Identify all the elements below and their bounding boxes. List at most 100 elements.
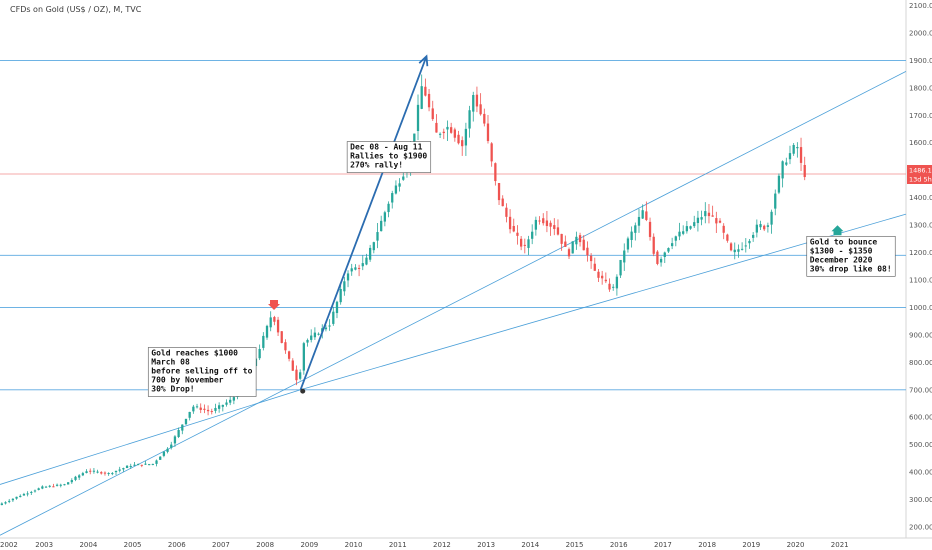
candle-body [11, 498, 15, 501]
candle-body [273, 317, 276, 322]
price-tag-value: 1486.13 [909, 167, 932, 175]
candle-body [763, 225, 766, 230]
candle-body [626, 238, 630, 250]
candle-body [313, 332, 317, 338]
candle-body [501, 198, 504, 207]
candle-body [796, 147, 799, 149]
candle-body [461, 140, 464, 147]
candle-body [534, 219, 538, 230]
candle-body [129, 465, 132, 467]
annotation-text: 700 by November [151, 375, 223, 384]
rally-arrow-shaft[interactable] [299, 55, 428, 391]
pivot-dot-icon [300, 388, 306, 394]
candle-body [601, 275, 604, 279]
candle-body [387, 203, 390, 213]
candle-body [100, 472, 103, 474]
candle-body [479, 104, 482, 115]
candle-body [225, 402, 228, 405]
annotation-box[interactable] [806, 235, 896, 277]
arrows[interactable] [299, 54, 429, 391]
candle-body [258, 348, 261, 359]
candle-body [306, 339, 309, 343]
x-tick-label: 2014 [521, 541, 539, 549]
candle-body [114, 470, 118, 473]
candle-body [221, 404, 224, 407]
candle-body [564, 241, 567, 247]
trend-line[interactable] [0, 71, 907, 536]
candle-body [402, 176, 405, 180]
candle-body [380, 220, 383, 232]
candle-body [689, 226, 692, 229]
candle-body [192, 406, 195, 412]
candle-body [597, 271, 600, 278]
candle-body [155, 460, 158, 464]
candle-body [63, 484, 66, 486]
candle-body [74, 476, 77, 480]
candle-body [707, 212, 711, 217]
trend-line[interactable] [300, 213, 907, 391]
candle-body [494, 163, 497, 182]
price-tag-countdown: 13d 5h [909, 176, 932, 184]
candle-body [229, 399, 232, 403]
candle-body [637, 216, 641, 226]
candle-body [567, 249, 571, 257]
x-tick-label: 2016 [610, 541, 628, 549]
candle-body [203, 408, 206, 410]
annotation-box[interactable] [346, 141, 432, 173]
candle-body [299, 372, 302, 379]
candle-body [512, 225, 515, 232]
current-price-tag: 1486.13 13d 5h [907, 165, 932, 184]
candle-body [118, 469, 121, 471]
candle-body [177, 430, 180, 437]
x-tick-label: 2013 [477, 541, 495, 549]
candle-body [262, 335, 265, 348]
candle-body [527, 239, 530, 248]
candle-body [48, 485, 51, 487]
price-tag-background [907, 165, 932, 175]
x-tick-label: 2007 [212, 541, 230, 549]
candle-body [416, 104, 420, 131]
candle-body [81, 473, 85, 476]
trend-lines[interactable] [0, 71, 907, 536]
candle-body [619, 259, 622, 276]
candle-body [89, 470, 92, 472]
candle-body [324, 327, 328, 330]
candle-body [317, 333, 320, 335]
candle-body [103, 472, 107, 474]
candle-body [645, 211, 648, 220]
trend-line[interactable] [0, 389, 301, 485]
candle-body [435, 122, 438, 133]
candle-body [162, 451, 166, 456]
candle-body [8, 500, 11, 502]
candle-body [560, 233, 563, 244]
candle-body [582, 239, 585, 251]
candle-body [41, 486, 44, 489]
candle-body [420, 86, 423, 109]
candle-body [92, 470, 96, 472]
annotation-box[interactable] [147, 347, 257, 397]
y-tick-label: 1600.00 [909, 139, 932, 147]
candle-body [752, 234, 755, 238]
candle-body [733, 249, 736, 253]
annotation-text: Dec 08 - Aug 11 [350, 143, 422, 152]
candle-body [505, 207, 508, 217]
candle-body [26, 493, 29, 495]
candle-body [777, 175, 781, 193]
chart-title: CFDs on Gold (US$ / OZ), M, TVC [10, 5, 142, 14]
candle-body [55, 484, 59, 486]
candle-body [715, 218, 718, 224]
y-tick-label: 1100.00 [909, 276, 932, 284]
candle-body [276, 319, 280, 333]
x-tick-label: 2006 [168, 541, 186, 549]
candle-body [199, 407, 202, 410]
candle-body [586, 247, 589, 256]
candle-body [711, 215, 714, 217]
x-tick-label: 2020 [787, 541, 805, 549]
candle-body [19, 495, 22, 498]
annotation-text: Gold to bounce [810, 237, 878, 246]
candle-body [343, 281, 346, 292]
y-tick-label: 400.00 [909, 469, 932, 477]
